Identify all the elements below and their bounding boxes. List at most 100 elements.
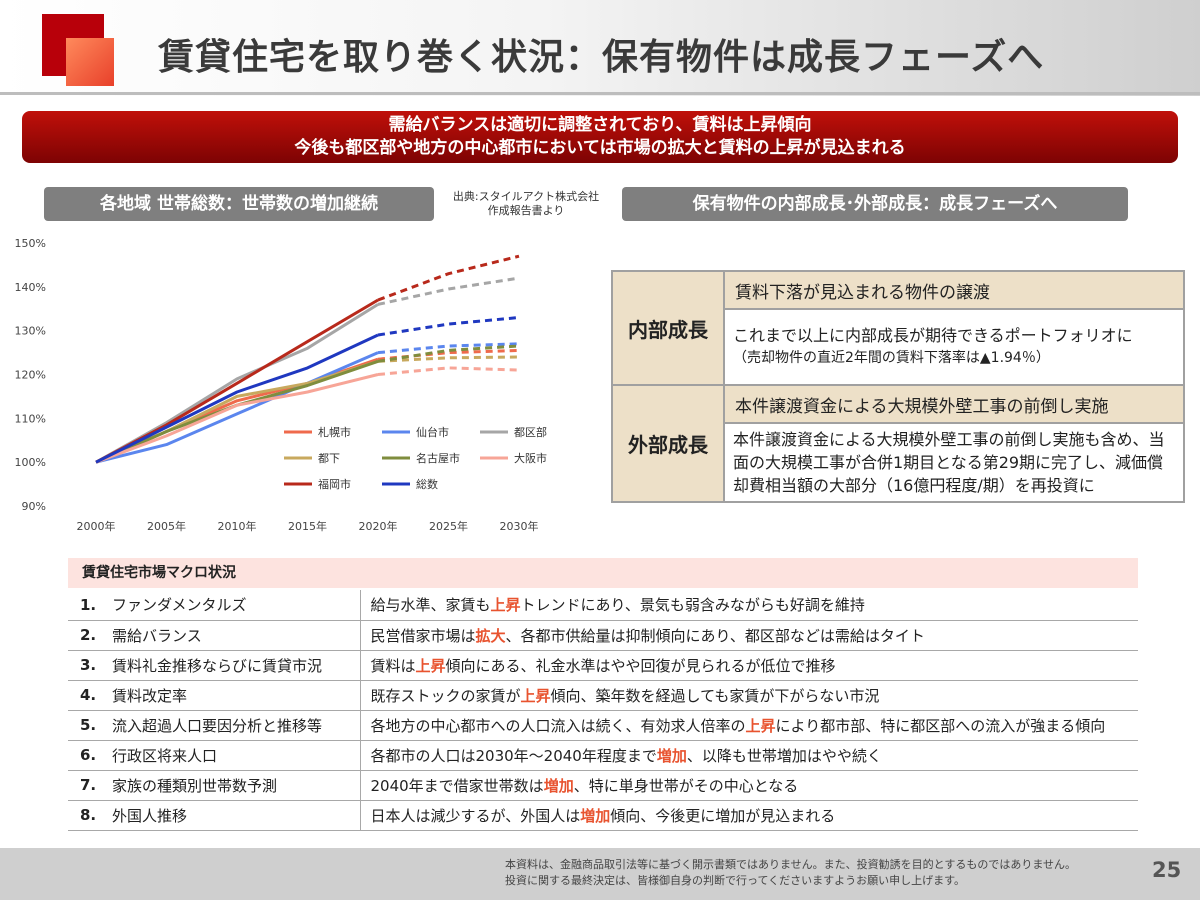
macro-row-desc: 既存ストックの家賃が上昇傾向、築年数を経過しても家賃が下がらない市況	[360, 680, 1138, 711]
legend-label: 札幌市	[318, 425, 351, 439]
x-tick-label: 2005年	[147, 519, 186, 533]
macro-row-name: 賃料改定率	[108, 680, 361, 711]
macro-desc-post: により都市部、特に都区部への流入が強まる傾向	[775, 716, 1106, 735]
macro-row-name: ファンダメンタルズ	[108, 590, 361, 621]
macro-desc-pre: 2040年まで借家世帯数は	[370, 776, 544, 795]
macro-row: 3. 賃料礼金推移ならびに賃貸市況 賃料は上昇傾向にある、礼金水準はやや回復が見られ…	[68, 650, 1138, 681]
macro-desc-highlight: 増加	[543, 776, 574, 795]
disclaimer-line-1: 本資料は、金融商品取引法等に基づく開示書類ではありません。また、投資勧誘を目的と…	[505, 858, 1077, 871]
macro-desc-pre: 給与水準、家賃も	[370, 596, 491, 615]
y-tick-label: 100%	[15, 456, 46, 469]
disclaimer-line-2: 投資に関する最終決定は、皆様御自身の判断で行ってくださいますようお願い申し上げま…	[505, 874, 966, 887]
macro-desc-pre: 賃料は	[370, 656, 416, 675]
legend-label: 総数	[416, 477, 438, 491]
internal-growth-note: （売却物件の直近2年間の賃料下落率は▲1.94％）	[733, 350, 1050, 366]
series-line	[95, 373, 379, 464]
macro-row: 6. 行政区将来人口 各都市の人口は2030年～2040年程度まで増加、以降も世帯増…	[68, 740, 1138, 771]
legend-label: 福岡市	[318, 477, 351, 491]
macro-desc-post: 、特に単身世帯がその中心となる	[573, 776, 799, 795]
macro-row-name: 外国人推移	[108, 800, 361, 831]
macro-row: 7. 家族の種類別世帯数予測 2040年まで借家世帯数は増加、特に単身世帯がその中心…	[68, 770, 1138, 801]
macro-row-desc: 賃料は上昇傾向にある、礼金水準はやや回復が見られるが低位で推移	[360, 650, 1138, 681]
internal-growth-item: 賃料下落が見込まれる物件の譲渡	[723, 270, 1185, 310]
macro-desc-highlight: 上昇	[415, 656, 446, 675]
y-tick-label: 90%	[22, 500, 46, 513]
macro-desc-post: 傾向にある、礼金水準はやや回復が見られるが低位で推移	[445, 656, 836, 675]
legend-label: 名古屋市	[416, 451, 460, 465]
y-tick-label: 140%	[15, 281, 46, 294]
macro-row-number: 8.	[68, 800, 108, 831]
macro-row: 8. 外国人推移 日本人は減少するが、外国人は増加傾向、今後更に増加が見込まれる	[68, 800, 1138, 831]
macro-row: 4. 賃料改定率 既存ストックの家賃が上昇傾向、築年数を経過しても家賃が下がらない市…	[68, 680, 1138, 711]
internal-growth-label: 内部成長	[611, 270, 725, 386]
macro-row-number: 3.	[68, 650, 108, 681]
macro-row-desc: 日本人は減少するが、外国人は増加傾向、今後更に増加が見込まれる	[360, 800, 1138, 831]
macro-row: 5. 流入超過人口要因分析と推移等 各地方の中心都市への人口流入は続く、有効求人倍率…	[68, 710, 1138, 741]
header-bar	[0, 0, 1200, 96]
series-projection-line	[377, 276, 520, 306]
macro-row-number: 6.	[68, 740, 108, 771]
macro-desc-pre: 日本人は減少するが、外国人は	[370, 806, 581, 825]
macro-desc-pre: 民営借家市場は	[370, 626, 476, 645]
macro-desc-post: 傾向、築年数を経過しても家賃が下がらない市況	[550, 686, 880, 705]
macro-desc-post: トレンドにあり、景気も弱含みながらも好調を維持	[520, 596, 865, 615]
macro-row-number: 1.	[68, 590, 108, 621]
macro-desc-pre: 各都市の人口は2030年～2040年程度まで	[370, 746, 657, 765]
macro-row: 2. 需給バランス 民営借家市場は拡大、各都市供給量は抑制傾向にあり、都区部などは需…	[68, 620, 1138, 651]
logo-square-light	[66, 38, 114, 86]
macro-desc-post: 、各都市供給量は抑制傾向にあり、都区部などは需給はタイト	[505, 626, 925, 645]
macro-row-number: 2.	[68, 620, 108, 651]
growth-heading: 保有物件の内部成長･外部成長：成長フェーズへ	[622, 187, 1128, 221]
macro-row-name: 需給バランス	[108, 620, 361, 651]
macro-row-name: 流入超過人口要因分析と推移等	[108, 710, 361, 741]
series-line	[95, 333, 379, 464]
source-line-2: 作成報告書より	[487, 204, 565, 217]
plot-area	[48, 238, 560, 514]
macro-row: 1. ファンダメンタルズ 給与水準、家賃も上昇トレンドにあり、景気も弱含みながらも好…	[68, 590, 1138, 621]
series-projection-line	[377, 254, 520, 302]
macro-row-desc: 各都市の人口は2030年～2040年程度まで増加、以降も世帯増加はやや続く	[360, 740, 1138, 771]
legend-label: 都区部	[514, 425, 547, 439]
x-tick-label: 2030年	[500, 519, 539, 533]
macro-row-number: 5.	[68, 710, 108, 741]
macro-row-desc: 民営借家市場は拡大、各都市供給量は抑制傾向にあり、都区部などは需給はタイト	[360, 620, 1138, 651]
households-heading: 各地域 世帯総数：世帯数の増加継続	[44, 187, 434, 221]
macro-table: 1. ファンダメンタルズ 給与水準、家賃も上昇トレンドにあり、景気も弱含みながらも好…	[68, 590, 1138, 831]
internal-growth-desc-cell: これまで以上に内部成長が期待できるポートフォリオに （売却物件の直近2年間の賃料…	[723, 308, 1185, 386]
macro-desc-highlight: 上昇	[745, 716, 776, 735]
external-growth-desc: 本件譲渡資金による大規模外壁工事の前倒し実施も含め、当面の大規模工事が合併1期目…	[723, 422, 1185, 503]
x-tick-label: 2025年	[429, 519, 468, 533]
legend-label: 大阪市	[514, 451, 547, 465]
internal-growth-desc: これまで以上に内部成長が期待できるポートフォリオに	[733, 326, 1133, 345]
page-number: 25	[1152, 858, 1182, 882]
disclaimer: 本資料は、金融商品取引法等に基づく開示書類ではありません。また、投資勧誘を目的と…	[505, 857, 1076, 889]
source-line-1: 出典:スタイルアクト株式会社	[452, 190, 600, 203]
macro-row-name: 行政区将来人口	[108, 740, 361, 771]
y-tick-label: 120%	[15, 369, 46, 382]
households-line-chart: 90% 100% 110% 120% 130% 140% 150% 2000年 2005年 201…	[15, 237, 560, 533]
y-tick-label: 130%	[15, 325, 46, 338]
macro-desc-highlight: 増加	[580, 806, 611, 825]
legend-label: 仙台市	[416, 425, 449, 439]
external-growth-label: 外部成長	[611, 384, 725, 503]
macro-desc-highlight: 拡大	[475, 626, 506, 645]
series-line	[95, 351, 379, 464]
banner-line-1: 需給バランスは適切に調整されており、賃料は上昇傾向	[388, 115, 812, 135]
macro-desc-highlight: 上昇	[520, 686, 551, 705]
macro-row-desc: 給与水準、家賃も上昇トレンドにあり、景気も弱含みながらも好調を維持	[360, 590, 1138, 621]
footer-bar	[0, 848, 1200, 900]
x-tick-label: 2020年	[359, 519, 398, 533]
macro-row-number: 7.	[68, 770, 108, 801]
macro-row-name: 賃料礼金推移ならびに賃貸市況	[108, 650, 361, 681]
macro-desc-pre: 既存ストックの家賃が	[370, 686, 521, 705]
chart-source: 出典:スタイルアクト株式会社 作成報告書より	[440, 190, 612, 218]
banner-line-2: 今後も都区部や地方の中心都市においては市場の拡大と賃料の上昇が見込まれる	[294, 138, 906, 158]
macro-row-number: 4.	[68, 680, 108, 711]
macro-desc-post: 、以降も世帯増加はやや続く	[686, 746, 882, 765]
macro-desc-highlight: 増加	[656, 746, 687, 765]
y-tick-label: 150%	[15, 237, 46, 250]
x-tick-label: 2000年	[77, 519, 116, 533]
external-growth-item: 本件譲渡資金による大規模外壁工事の前倒し実施	[723, 384, 1185, 424]
macro-row-desc: 各地方の中心都市への人口流入は続く、有効求人倍率の上昇により都市部、特に都区部へ…	[360, 710, 1138, 741]
legend-label: 都下	[318, 452, 340, 465]
